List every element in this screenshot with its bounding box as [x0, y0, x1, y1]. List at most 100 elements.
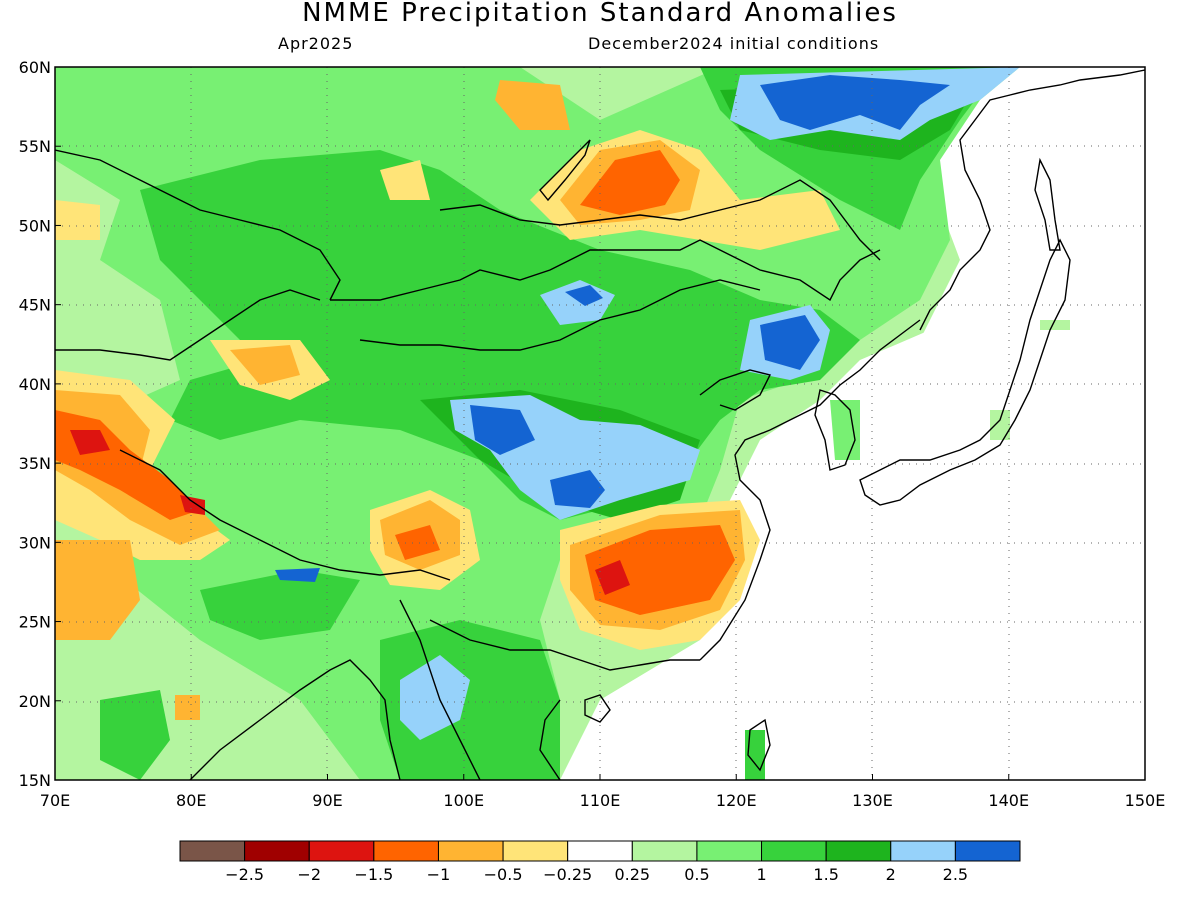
colorbar-label: 0.25 — [614, 865, 650, 884]
longitude-label: 70E — [40, 791, 70, 810]
colorbar-swatch — [761, 840, 827, 862]
medium-green-region-tibet — [200, 570, 360, 640]
longitude-labels: 70E 80E 90E 100E 110E 120E 130E 140E 150E — [40, 774, 1166, 810]
yellow-region-kaz — [55, 200, 100, 240]
colorbar-swatch — [244, 840, 310, 862]
central-asia-border — [55, 289, 321, 361]
colorbar-swatch — [308, 840, 375, 862]
kazakhstan-border — [55, 149, 341, 301]
longitude-label: 80E — [176, 791, 206, 810]
russia-pacific-coastline — [919, 69, 1145, 331]
anomaly-shading — [55, 67, 1145, 780]
latitude-label: 45N — [19, 296, 51, 315]
colorbar-label: −0.25 — [543, 865, 592, 884]
latitude-label: 50N — [19, 216, 51, 235]
colorbar-labels: −2.5 −2 −1.5 −1 −0.5 −0.25 0.25 0.5 1 1.5 2 2.5 — [225, 865, 968, 884]
yellow-region-india — [175, 695, 200, 720]
latitude-label: 25N — [19, 613, 51, 632]
green-sakhalin — [1040, 320, 1070, 330]
sakhalin-coastline — [1034, 157, 1061, 251]
hainan-coastline — [584, 694, 611, 723]
longitude-label: 130E — [852, 791, 893, 810]
latitude-label: 55N — [19, 137, 51, 156]
longitude-label: 120E — [716, 791, 757, 810]
red-region-west-2 — [180, 495, 205, 515]
colorbar-label: −1 — [427, 865, 451, 884]
yellow-region-mongolia-w — [380, 160, 430, 200]
latitude-label: 30N — [19, 533, 51, 552]
bohai-coastline — [699, 369, 772, 411]
orange-region-central — [230, 345, 300, 385]
china-south-border — [429, 619, 700, 671]
orange-region-baikal — [580, 150, 680, 215]
latitude-label: 40N — [19, 375, 51, 394]
colorbar-swatch — [825, 840, 892, 862]
se-asia-border — [399, 599, 481, 780]
blue-region-central-china — [550, 470, 605, 508]
colorbar-label: 0.5 — [684, 865, 709, 884]
taiwan-coastline — [747, 718, 771, 772]
colorbar-label: −0.5 — [484, 865, 523, 884]
baikal-lake — [539, 139, 591, 202]
yellow-region-north — [495, 80, 570, 130]
longitude-label: 110E — [580, 791, 621, 810]
blue-region-tibet — [275, 568, 320, 582]
no-signal-region-east — [580, 67, 1145, 780]
colorbar-label: 2.5 — [943, 865, 968, 884]
colorbar-swatch — [954, 840, 1021, 862]
himalaya-border — [119, 449, 451, 581]
colorbar-swatch — [373, 840, 439, 862]
coastlines-and-borders — [55, 69, 1145, 780]
colorbar-swatch — [631, 840, 698, 862]
colorbar-label: 1 — [756, 865, 766, 884]
latitude-label: 15N — [19, 771, 51, 790]
orange-region-se-china — [585, 525, 735, 615]
green-taiwan — [745, 730, 765, 780]
latitude-label: 35N — [19, 454, 51, 473]
colorbar-swatch — [502, 840, 569, 862]
colorbar-swatch — [437, 840, 504, 862]
red-region-west — [70, 430, 110, 455]
colorbar-label: −2 — [297, 865, 321, 884]
colorbar-label: −2.5 — [225, 865, 264, 884]
blue-region-nne — [760, 75, 950, 130]
medium-green-region-south — [380, 620, 560, 780]
light-blue-region-se-asia — [400, 655, 470, 740]
yellow-region-south-west — [55, 540, 140, 640]
korea-coastline — [814, 389, 856, 471]
russia-china-border — [439, 179, 881, 261]
colorbar-label: −1.5 — [354, 865, 393, 884]
japan-coastline — [859, 238, 1071, 506]
longitude-label: 90E — [312, 791, 342, 810]
blue-region-north-china — [470, 405, 535, 455]
map-title: NMME Precipitation Standard Anomalies — [302, 0, 898, 28]
vietnam-coastline — [539, 699, 561, 780]
colorbar-swatch — [696, 840, 763, 862]
china-mongolia-border — [359, 279, 761, 351]
initial-conditions-label: December2024 initial conditions — [588, 34, 880, 53]
latitude-label: 20N — [19, 692, 51, 711]
red-region-se-china — [595, 560, 630, 595]
colorbar-label: 1.5 — [813, 865, 838, 884]
colorbar — [179, 840, 1021, 862]
medium-green-region-india — [100, 690, 170, 780]
colorbar-label: 2 — [886, 865, 896, 884]
colorbar-swatch — [179, 840, 246, 862]
china-east-coastline — [699, 319, 921, 661]
orange-region-tibet — [395, 525, 440, 560]
mongolia-border — [330, 239, 881, 302]
latitude-labels: 60N 55N 50N 45N 40N 35N 30N 25N 20N 15N — [19, 58, 61, 790]
green-japan — [990, 410, 1010, 440]
longitude-label: 150E — [1125, 791, 1166, 810]
longitude-label: 100E — [443, 791, 484, 810]
colorbar-swatch — [567, 840, 633, 862]
colorbar-swatch — [890, 840, 956, 862]
india-bangladesh-coastline — [189, 659, 401, 780]
longitude-label: 140E — [988, 791, 1029, 810]
green-korea — [830, 400, 860, 460]
latitude-label: 60N — [19, 58, 51, 77]
blue-region-ne-china — [760, 315, 820, 370]
target-month-label: Apr2025 — [278, 34, 354, 53]
medium-green-region — [140, 150, 860, 520]
